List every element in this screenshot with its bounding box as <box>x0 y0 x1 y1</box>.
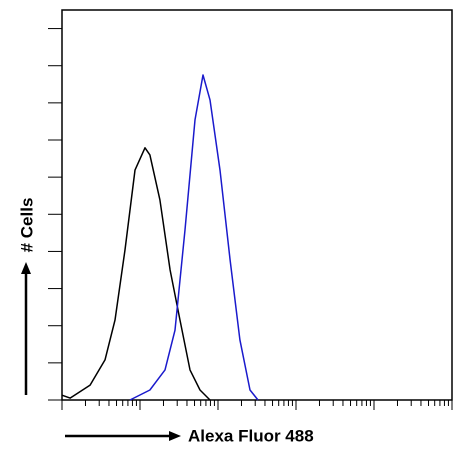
x-axis-label: Alexa Fluor 488 <box>188 426 314 445</box>
y-axis-label: # Cells <box>17 198 36 253</box>
histogram-line <box>61 147 211 401</box>
plot-frame <box>61 9 453 401</box>
histogram-line <box>129 74 259 401</box>
y-arrow-head <box>21 262 31 274</box>
x-arrow-head <box>169 431 181 441</box>
